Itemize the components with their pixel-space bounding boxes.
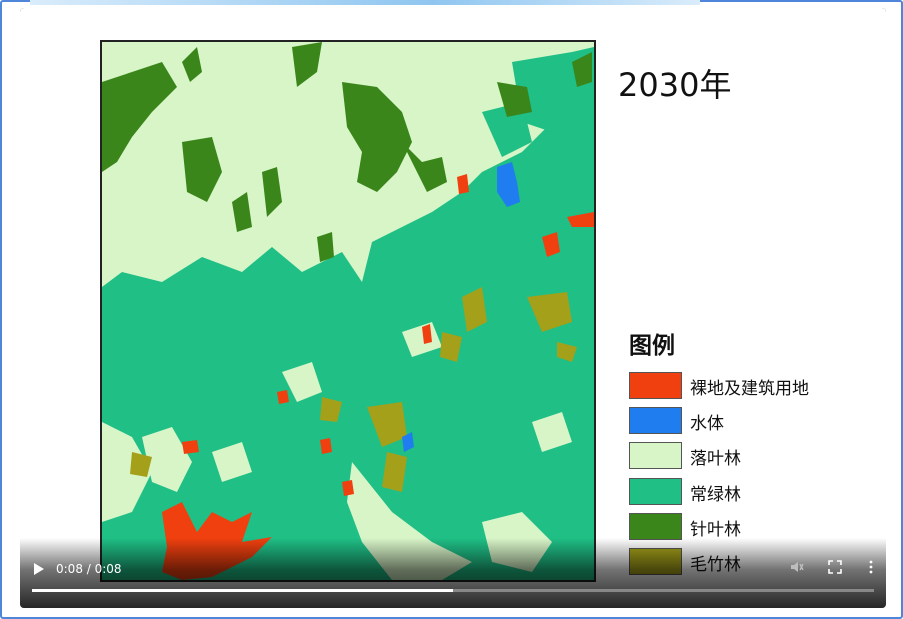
fullscreen-icon[interactable] xyxy=(826,560,844,578)
time-display: 0:08 / 0:08 xyxy=(56,562,122,576)
legend-item-bare-built: 裸地及建筑用地 xyxy=(629,372,869,400)
legend-swatch xyxy=(629,372,682,399)
legend-label: 针叶林 xyxy=(690,520,741,540)
land-cover-map-graphic xyxy=(102,42,594,580)
legend-item-water: 水体 xyxy=(629,407,869,435)
legend-label: 落叶林 xyxy=(690,449,741,469)
video-controls-bar: 0:08 / 0:08 xyxy=(20,538,886,608)
legend-item-evergreen: 常绿林 xyxy=(629,478,869,506)
legend-swatch xyxy=(629,478,682,505)
legend-label: 常绿林 xyxy=(690,485,741,505)
more-options-icon-graphic xyxy=(869,560,873,574)
legend-swatch xyxy=(629,442,682,469)
legend-swatch xyxy=(629,407,682,434)
video-player[interactable]: 2030年 图例 裸地及建筑用地 水体 落叶林 常绿林 针叶林 毛竹林 0:08 xyxy=(20,8,886,608)
fullscreen-icon-graphic xyxy=(828,560,842,574)
play-icon[interactable] xyxy=(34,563,44,575)
top-accent-strip xyxy=(30,0,700,5)
legend-title: 图例 xyxy=(629,333,675,359)
volume-icon[interactable] xyxy=(788,560,806,578)
legend-item-conifer: 针叶林 xyxy=(629,513,869,541)
video-slide: 2030年 图例 裸地及建筑用地 水体 落叶林 常绿林 针叶林 毛竹林 xyxy=(20,8,886,608)
land-cover-map xyxy=(100,40,596,582)
volume-icon-graphic xyxy=(791,562,804,572)
legend-item-deciduous: 落叶林 xyxy=(629,442,869,470)
slide-title: 2030年 xyxy=(618,66,732,104)
legend-label: 水体 xyxy=(690,414,724,434)
more-options-icon[interactable] xyxy=(862,560,880,578)
legend-swatch xyxy=(629,513,682,540)
progress-bar[interactable] xyxy=(32,589,874,592)
progress-fill xyxy=(32,589,453,592)
legend-label: 裸地及建筑用地 xyxy=(690,379,809,399)
